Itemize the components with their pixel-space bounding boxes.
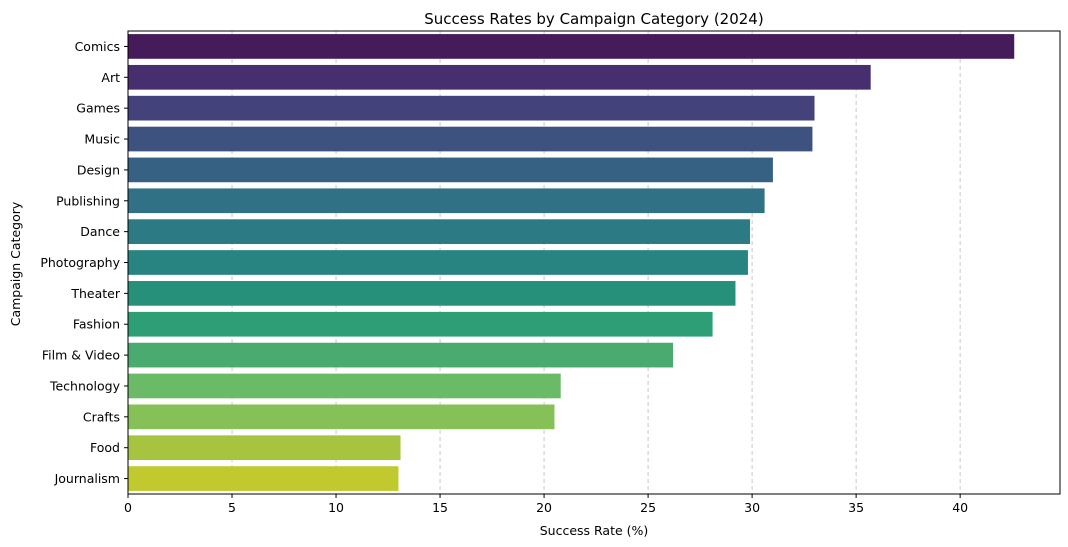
y-axis-label: Campaign Category xyxy=(8,201,23,326)
y-axis-ticks: Comics Art Games Music Design Publishing Dance… xyxy=(40,39,128,486)
y-tick-label: Crafts xyxy=(83,409,120,424)
bar xyxy=(128,250,748,275)
bar xyxy=(128,311,713,337)
bar xyxy=(128,34,1015,59)
x-tick-label: 10 xyxy=(328,500,344,515)
x-axis-ticks: 0 5 10 15 20 25 30 35 40 xyxy=(124,494,968,515)
bar xyxy=(128,219,751,244)
bar xyxy=(128,373,561,399)
y-tick-label: Art xyxy=(101,70,120,85)
bar xyxy=(128,281,736,306)
y-tick-label: Food xyxy=(90,440,120,455)
bar xyxy=(128,466,399,491)
y-tick-label: Dance xyxy=(80,224,120,239)
x-tick-label: 40 xyxy=(952,500,968,515)
x-tick-label: 0 xyxy=(124,500,132,515)
bar xyxy=(128,64,871,90)
y-tick-label: Music xyxy=(84,132,120,147)
chart-title: Success Rates by Campaign Category (2024… xyxy=(424,10,763,28)
y-tick-label: Publishing xyxy=(56,193,120,208)
bar xyxy=(128,404,555,430)
bar xyxy=(128,126,813,152)
y-tick-label: Fashion xyxy=(73,317,120,332)
bar xyxy=(128,95,815,121)
bar xyxy=(128,188,765,214)
y-tick-label: Technology xyxy=(49,378,121,393)
bar xyxy=(128,342,674,368)
x-tick-label: 35 xyxy=(848,500,864,515)
y-tick-label: Journalism xyxy=(54,471,120,486)
y-tick-label: Design xyxy=(77,162,120,177)
x-tick-label: 5 xyxy=(228,500,236,515)
y-tick-label: Film & Video xyxy=(42,348,120,363)
x-tick-label: 30 xyxy=(744,500,760,515)
bar xyxy=(128,157,773,183)
x-axis-label: Success Rate (%) xyxy=(540,523,649,538)
y-tick-label: Games xyxy=(76,101,120,116)
y-tick-label: Comics xyxy=(75,39,120,54)
bars xyxy=(128,34,1015,491)
x-tick-label: 20 xyxy=(536,500,552,515)
x-tick-label: 25 xyxy=(640,500,656,515)
bar xyxy=(128,435,401,461)
y-tick-label: Theater xyxy=(70,286,120,301)
y-tick-label: Photography xyxy=(40,255,120,270)
x-tick-label: 15 xyxy=(432,500,448,515)
